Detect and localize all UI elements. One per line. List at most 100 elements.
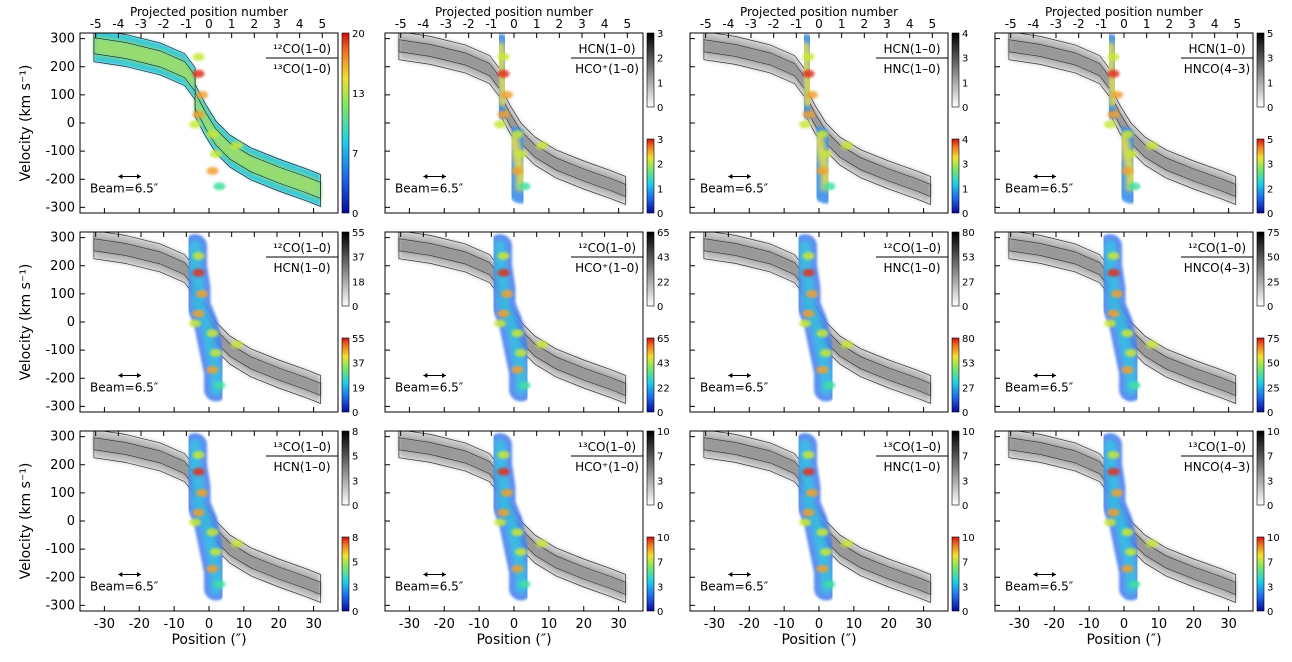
emission-peak [189,518,202,527]
colorbar-color-tick: 7 [352,149,358,160]
emission-peak [196,488,209,497]
top-tick-label: 2 [1166,17,1174,31]
panel-0-2: Beam=6.5″HCN(1–0)HNC(1–0)-5 -4 -3 -2 -1 0 1 2 3 4… [689,5,968,220]
colorbar-gray [1256,231,1265,307]
colorbar-gray-tick: 0 [657,103,663,114]
colorbar-color [646,138,655,214]
x-tick-label: 0 [205,617,213,632]
x-tick-label: 20 [1185,617,1202,632]
colorbar-gray-tick: 0 [962,103,968,114]
panel-2-1: Beam=6.5″ ¹³CO(1–0) HCO⁺(1–0) -30 -20 -10 0 10 2… [384,427,670,648]
panel-2-3: Beam=6.5″ ¹³CO(1–0) HNCO(4–3) -30 -20 -10 0 10 2… [994,427,1280,648]
emission-peak [535,141,548,150]
y-tick-label: 0 [67,116,75,131]
emission-peak [840,141,853,150]
top-tick-label: 4 [296,17,304,31]
y-tick-label: -200 [45,371,75,386]
colorbar-color-tick: 25 [1267,383,1280,394]
beam-label: Beam=6.5″ [90,181,159,195]
colorbar-gray-tick: 22 [657,277,670,288]
colorbar-gray-tick: 0 [962,302,968,313]
emission-peak [501,90,514,99]
color-ridge-core-0 [1105,42,1119,107]
emission-peak [189,120,202,129]
colorbar-color-tick: 27 [962,383,975,394]
emission-peak [192,268,205,277]
emission-peak [192,450,205,459]
x-tick-label: -10 [164,617,185,632]
plot-area [1008,431,1236,604]
panel-0-0: Beam=6.5″ ¹²CO(1–0) ¹³CO(1–0) -5 -4 -3 -2 -1 0 1 2… [18,5,365,220]
ratio-denominator: HNCO(4–3) [1184,62,1250,76]
colorbar-color-tick: 13 [352,89,365,100]
plot-area [1008,232,1236,405]
colorbar-gray-tick: 50 [1267,253,1280,264]
top-tick-label: 3 [578,17,586,31]
colorbar-color [646,536,655,612]
x-tick-label: -30 [94,617,115,632]
colorbar-color-tick: 53 [962,359,975,370]
colorbar-color-tick: 3 [657,582,663,593]
emission-peak [802,309,815,318]
x-axis-label: Position (″) [476,632,551,648]
emission-peak [206,528,219,537]
beam-label: Beam=6.5″ [700,181,769,195]
colorbar-color-tick: 0 [352,607,358,618]
top-tick-label: -3 [1050,17,1062,31]
colorbar-color-tick: 7 [962,558,968,569]
top-tick-label: 4 [906,17,914,31]
colorbar-gray-tick: 53 [962,253,975,264]
colorbar-gray-tick: 80 [962,228,975,239]
top-tick-label: 1 [228,17,236,31]
panels-group: Beam=6.5″¹²CO(1–0)¹³CO(1–0)-5 -4 -3 -2 -1 0 1 2… [18,5,1280,648]
colorbar-gray [341,430,350,506]
emission-peak [1107,508,1120,517]
colorbar-color-tick: 37 [352,359,365,370]
color-ridge-core-0 [800,42,814,107]
top-tick-label: 5 [928,17,936,31]
top-tick-label: -5 [1005,17,1017,31]
colorbar-gray-tick: 3 [1267,476,1273,487]
emission-peak [1107,467,1120,476]
emission-peak [819,149,832,158]
panel-1-3: Beam=6.5″ ¹²CO(1–0) HNCO(4–3) 0 25 50 75 0 25 50 7… [994,228,1280,419]
emission-peak [501,488,514,497]
emission-peak [806,90,819,99]
top-tick-label: 3 [273,17,281,31]
colorbar-color [951,536,960,612]
gray-ridge-core [703,38,931,198]
x-axis-label: Position (″) [781,632,856,648]
emission-peak [1104,319,1117,328]
emission-peak [497,508,510,517]
plot-area [703,431,931,604]
emission-peak [1121,329,1134,338]
emission-peak [511,166,524,175]
colorbar-gray-tick: 3 [352,476,358,487]
colorbar-color-tick: 3 [1267,582,1273,593]
top-tick-label: -4 [112,17,124,31]
colorbar-color-tick: 8 [352,533,358,544]
top-tick-label: -5 [395,17,407,31]
emission-peak [802,268,815,277]
top-tick-label: 2 [251,17,259,31]
x-tick-label: -20 [1044,617,1065,632]
x-tick-label: 10 [1151,617,1168,632]
colorbar-gray-tick: 2 [657,54,663,65]
top-tick-label: -2 [1073,17,1085,31]
colorbar-color-tick: 0 [1267,408,1273,419]
y-tick-label: -300 [45,598,75,613]
top-axis-label: Projected position number [740,5,898,19]
x-tick-label: -10 [469,617,490,632]
y-tick-label: 200 [50,60,75,75]
top-tick-label: 4 [1211,17,1219,31]
colorbar-color-tick: 0 [962,408,968,419]
colorbar-gray [646,430,655,506]
colorbar-color [951,138,960,214]
colorbar-gray-tick: 0 [1267,302,1273,313]
emission-peak [494,120,507,129]
panel-1-2: Beam=6.5″ ¹²CO(1–0) HNC(1–0) 0 27 53 80 0 27 53 80 [689,228,975,419]
gray-ridge-core [1008,38,1236,198]
colorbar-color-tick: 0 [657,607,663,618]
x-tick-label: -20 [129,617,150,632]
emission-peak [802,508,815,517]
